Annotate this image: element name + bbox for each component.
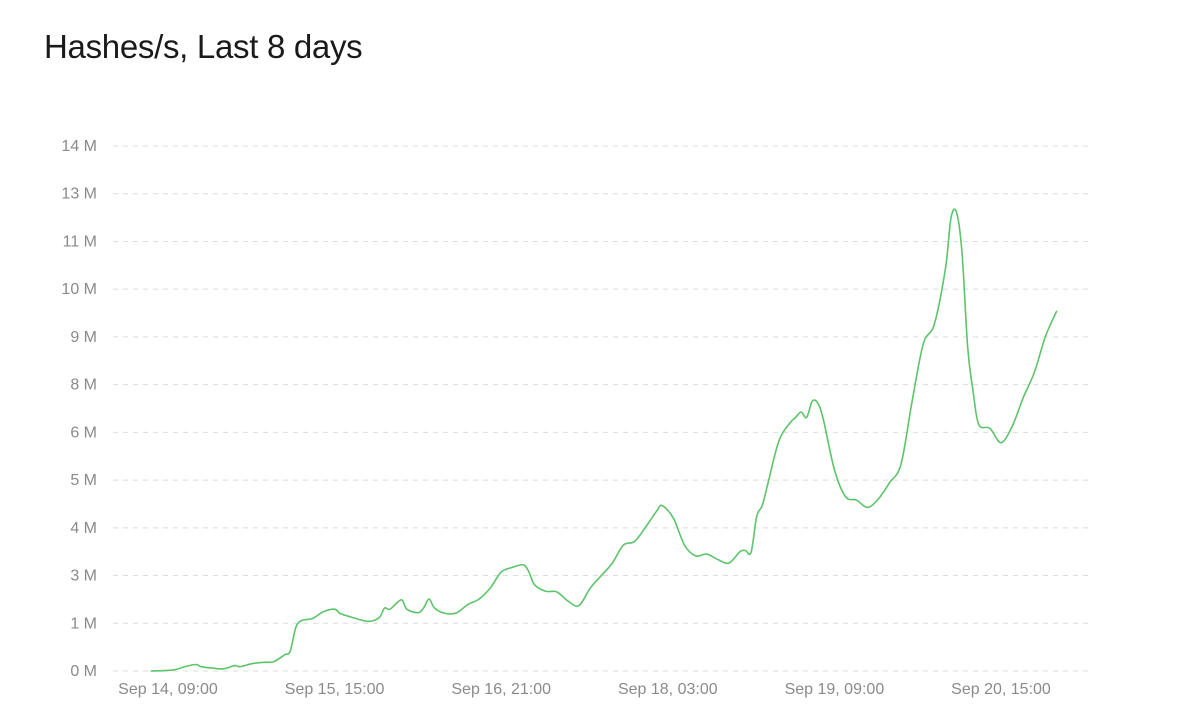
y-tick-label: 0 M (70, 663, 97, 680)
y-tick-label: 5 M (70, 472, 97, 489)
x-tick-label: Sep 16, 21:00 (451, 681, 551, 698)
y-tick-label: 3 M (70, 568, 97, 585)
x-tick-label: Sep 19, 09:00 (785, 681, 885, 698)
y-tick-label: 11 M (63, 233, 97, 250)
y-tick-label: 4 M (70, 520, 97, 537)
x-tick-label: Sep 15, 15:00 (285, 681, 385, 698)
y-tick-label: 13 M (61, 186, 97, 203)
y-tick-label: 10 M (61, 281, 97, 298)
chart-title: Hashes/s, Last 8 days (44, 28, 363, 65)
series-layer (150, 208, 1058, 672)
series-line (150, 208, 1058, 672)
y-tick-label: 6 M (70, 424, 97, 441)
x-tick-label: Sep 20, 15:00 (951, 681, 1051, 698)
x-tick-label: Sep 14, 09:00 (118, 681, 218, 698)
y-tick-label: 8 M (70, 377, 97, 394)
gridlines (113, 145, 1090, 672)
y-tick-label: 14 M (61, 138, 97, 155)
y-tick-label: 9 M (70, 329, 97, 346)
y-axis-tick-labels: 0 M 1 M 3 M 4 M 5 M 6 M 8 M 9 M 10 M 11 M 13 M 14 M (61, 138, 97, 680)
y-tick-label: 1 M (70, 615, 97, 632)
x-axis-tick-labels: Sep 14, 09:00 Sep 15, 15:00 Sep 16, 21:00 S… (118, 681, 1051, 698)
x-tick-label: Sep 18, 03:00 (618, 681, 718, 698)
